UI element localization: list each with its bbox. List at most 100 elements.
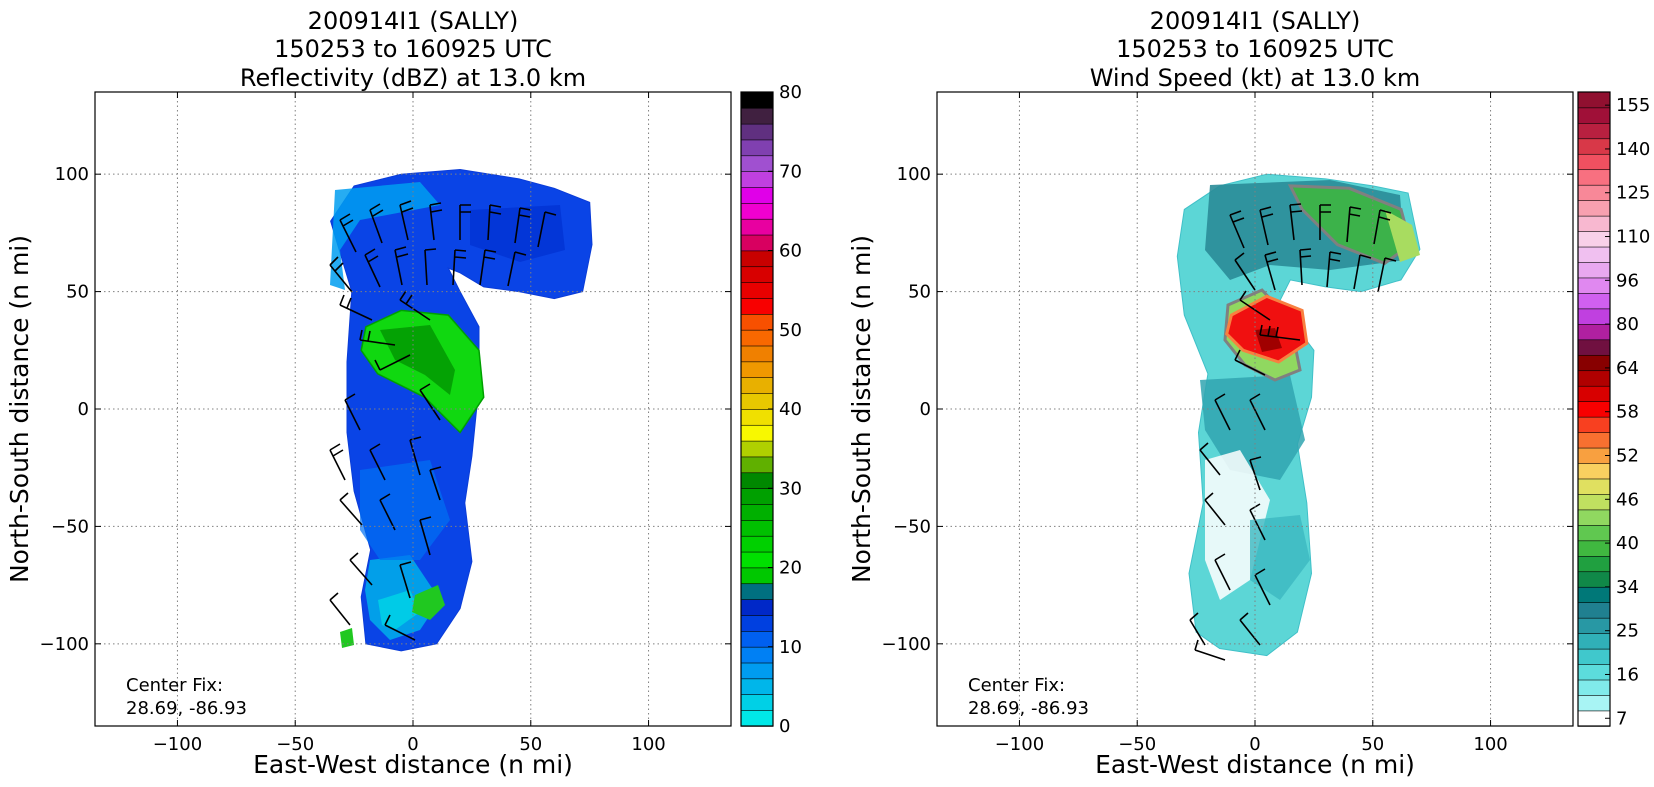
- y-tick-label: 50: [66, 282, 89, 303]
- colorbar-segment: [1577, 107, 1611, 124]
- y-tick-label: 0: [78, 399, 89, 420]
- wind-barbs: [1189, 203, 1397, 661]
- colorbar-segment: [1577, 323, 1611, 341]
- plot-area-content: [329, 168, 593, 652]
- y-tick-label: −50: [51, 516, 89, 537]
- colorbar-segment: [1577, 416, 1611, 433]
- colorbar-tick-label: 46: [1616, 489, 1639, 510]
- x-tick-label: −50: [1118, 734, 1156, 755]
- colorbar-segment: [1577, 122, 1611, 140]
- x-axis-label: East-West distance (n mi): [1095, 750, 1415, 779]
- colorbar-segment: [740, 345, 774, 363]
- colorbar-tick-label: 58: [1616, 402, 1639, 423]
- wind-patch-teal-mid: [1200, 375, 1305, 480]
- colorbar-segment: [740, 440, 774, 458]
- colorbar-tick-label: 96: [1616, 270, 1639, 291]
- colorbar-tick-label: 70: [779, 161, 802, 182]
- colorbar-segment: [740, 218, 774, 236]
- y-tick-label: −100: [882, 634, 931, 655]
- colorbar-segment: [740, 107, 774, 125]
- y-axis-label: North-South distance (n mi): [5, 235, 34, 583]
- colorbar-segment: [740, 155, 774, 172]
- colorbar-segment: [740, 583, 774, 600]
- colorbar-segment: [740, 91, 774, 109]
- colorbar-segment: [1577, 246, 1611, 263]
- colorbar-tick-label: 0: [779, 716, 790, 737]
- colorbar-tick-label: 80: [779, 82, 802, 103]
- reflectivity-patch-dark: [470, 205, 565, 262]
- x-tick-label: 100: [631, 734, 665, 755]
- colorbar-segment: [1577, 571, 1611, 588]
- colorbar-segment: [740, 361, 774, 379]
- colorbar-segment: [740, 472, 774, 489]
- y-tick-label: −50: [893, 516, 931, 537]
- x-tick-label: −50: [276, 734, 314, 755]
- colorbar-segment: [1577, 462, 1611, 480]
- colorbar-tick-label: 16: [1616, 664, 1639, 685]
- colorbar-segment: [740, 202, 774, 220]
- colorbar-segment: [740, 567, 774, 585]
- x-tick-label: −100: [995, 734, 1044, 755]
- colorbar-segment: [1577, 199, 1611, 217]
- x-tick-label: −100: [153, 734, 202, 755]
- colorbar-segment: [740, 709, 774, 727]
- reflectivity-core-dark: [380, 325, 455, 395]
- colorbar-tick-label: 64: [1616, 358, 1639, 379]
- colorbar-segment: [1577, 230, 1611, 248]
- colorbar-tick-label: 125: [1616, 183, 1650, 204]
- colorbar-tick-label: 20: [779, 558, 802, 579]
- colorbar-segment: [1577, 292, 1611, 310]
- colorbar-frame: [1577, 91, 1611, 727]
- colorbar: 7 16 25 34 40 46 52 58 64 80 96 110 125 140 155: [1577, 91, 1650, 729]
- center-fix-label: Center Fix:: [968, 675, 1065, 696]
- colorbar-segment: [740, 266, 774, 283]
- reflectivity-patch-mid: [360, 460, 450, 560]
- colorbar-segment: [1577, 308, 1611, 325]
- y-tick-label: 100: [897, 164, 931, 185]
- colorbar-tick-label: 30: [779, 478, 802, 499]
- y-tick-label: −100: [40, 634, 89, 655]
- colorbar-segment: [740, 646, 774, 664]
- colorbar-tick-label: 60: [779, 241, 802, 262]
- colorbar-tick-label: 25: [1616, 621, 1639, 642]
- axis-ticks: −100 −50 0 50 100 −100 −50 0 50 100: [882, 92, 1573, 755]
- colorbar-tick-label: 155: [1616, 95, 1650, 116]
- x-axis-label: East-West distance (n mi): [253, 750, 573, 779]
- x-tick-label: 0: [1249, 734, 1260, 755]
- colorbar-segment: [1577, 339, 1611, 356]
- wind-maximum-core: [1255, 328, 1282, 352]
- colorbar-segment: [1577, 694, 1611, 712]
- colorbar-segment: [740, 123, 774, 141]
- y-tick-label: 100: [55, 164, 89, 185]
- colorbar-tick-label: 34: [1616, 577, 1639, 598]
- panel-wind-speed: 200914I1 (SALLY) 150253 to 160925 UTC Wi…: [847, 7, 1650, 779]
- colorbar-segment: [740, 662, 774, 680]
- colorbar-segment: [740, 186, 774, 204]
- x-tick-label: 50: [519, 734, 542, 755]
- wind-barb-symbols: [1189, 203, 1397, 661]
- reflectivity-patch-green-south: [412, 585, 445, 620]
- colorbar-segment: [1577, 385, 1611, 402]
- wind-barbs: [329, 200, 557, 641]
- colorbar-segment: [740, 598, 774, 616]
- colorbar-segment: [1577, 431, 1611, 449]
- colorbar-segment: [740, 376, 774, 394]
- colorbar-segment: [1577, 663, 1611, 681]
- chart-title-line-3: Wind Speed (kt) at 13.0 km: [1090, 64, 1421, 92]
- chart-title-line-2: 150253 to 160925 UTC: [1116, 35, 1394, 63]
- colorbar-tick-label: 80: [1616, 314, 1639, 335]
- y-axis-label: North-South distance (n mi): [847, 235, 876, 583]
- panel-reflectivity: 200914I1 (SALLY) 150253 to 160925 UTC Re…: [5, 7, 802, 779]
- wind-patch-teal-south: [1250, 515, 1310, 600]
- colorbar-segment: [740, 630, 774, 648]
- colorbar-segment: [1577, 370, 1611, 387]
- colorbar-segment: [740, 234, 774, 252]
- colorbar-segment: [740, 519, 774, 537]
- colorbar-segment: [1577, 169, 1611, 186]
- colorbar-segment: [1577, 153, 1611, 171]
- colorbar-segment: [740, 424, 774, 442]
- colorbar-segment: [1577, 509, 1611, 526]
- colorbar-tick-label: 10: [779, 637, 802, 658]
- colorbar-segment: [740, 281, 774, 299]
- colorbar-segment: [740, 329, 774, 347]
